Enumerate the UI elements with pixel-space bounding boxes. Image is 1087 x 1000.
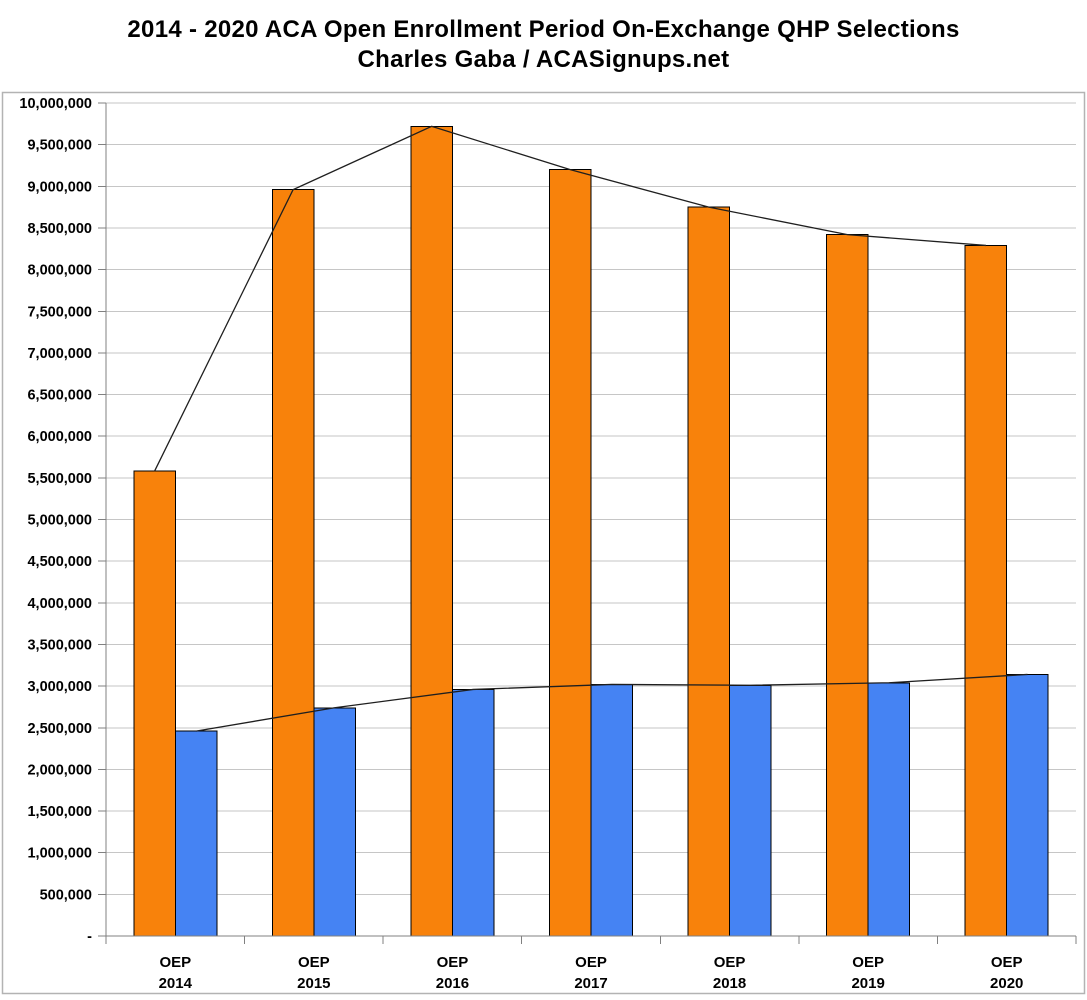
- x-axis-label-oep: OEP: [991, 954, 1023, 971]
- y-axis-tick-label: 9,500,000: [27, 138, 92, 154]
- x-axis-label-oep: OEP: [159, 954, 191, 971]
- bar-orange-bars-2019: [826, 234, 869, 937]
- x-axis-label-oep: OEP: [852, 954, 884, 971]
- bar-blue-bars-2017: [590, 683, 633, 937]
- x-axis-label-year: 2020: [990, 975, 1023, 992]
- bar-blue-bars-2014: [174, 730, 218, 937]
- x-axis-label-year: 2016: [436, 975, 469, 992]
- x-axis-label-year: 2019: [851, 975, 884, 992]
- blue-bars-trend-line: [195, 673, 1028, 732]
- y-axis-tick-label: 8,500,000: [27, 221, 92, 237]
- y-axis-tick-label: -: [87, 929, 92, 945]
- y-axis-tick-label: 4,500,000: [27, 554, 92, 570]
- orange-bars-trend-line: [153, 125, 987, 472]
- x-axis-label-year: 2014: [159, 975, 193, 992]
- y-axis-tick-label: 7,000,000: [27, 346, 92, 362]
- y-axis-tick-label: 5,500,000: [27, 471, 92, 487]
- y-axis-tick-label: 1,000,000: [27, 846, 92, 862]
- chart-subtitle: Charles Gaba / ACASignups.net: [357, 46, 730, 73]
- y-axis-tick-label: 2,500,000: [27, 721, 92, 737]
- y-axis-tick-label: 5,000,000: [27, 513, 92, 529]
- y-axis-tick-label: 3,500,000: [27, 637, 92, 653]
- bar-blue-bars-2020: [1006, 673, 1049, 937]
- title-block: 2014 - 2020 ACA Open Enrollment Period O…: [0, 15, 1087, 75]
- y-axis-tick-label: 8,000,000: [27, 263, 92, 279]
- chart-title: 2014 - 2020 ACA Open Enrollment Period O…: [127, 16, 960, 43]
- bar-blue-bars-2016: [451, 688, 495, 937]
- bar-orange-bars-2017: [549, 169, 592, 937]
- y-axis-tick-label: 2,000,000: [27, 762, 92, 778]
- bar-orange-bars-2018: [687, 206, 731, 937]
- x-axis-label-year: 2017: [574, 975, 607, 992]
- bar-orange-bars-2020: [964, 244, 1008, 937]
- x-axis-label-oep: OEP: [298, 954, 330, 971]
- y-axis-tick-label: 3,000,000: [27, 679, 92, 695]
- y-axis-tick-label: 9,000,000: [27, 179, 92, 195]
- y-axis-tick-label: 7,500,000: [27, 304, 92, 320]
- y-axis-tick-label: 4,000,000: [27, 596, 92, 612]
- y-axis-tick-label: 10,000,000: [19, 96, 92, 112]
- y-axis-tick-label: 500,000: [40, 887, 92, 903]
- y-axis-tick-label: 6,000,000: [27, 429, 92, 445]
- x-axis-label-oep: OEP: [437, 954, 469, 971]
- bar-blue-bars-2019: [867, 682, 911, 937]
- x-axis-label-year: 2015: [297, 975, 330, 992]
- bar-blue-bars-2015: [313, 707, 356, 937]
- x-axis-label-oep: OEP: [575, 954, 607, 971]
- y-axis-tick-label: 1,500,000: [27, 804, 92, 820]
- bar-orange-bars-2015: [271, 189, 315, 937]
- x-axis-label-oep: OEP: [714, 954, 746, 971]
- bar-blue-bars-2018: [729, 684, 772, 937]
- x-axis-label-year: 2018: [713, 975, 746, 992]
- bar-orange-bars-2014: [133, 470, 176, 937]
- bar-orange-bars-2016: [410, 125, 453, 937]
- y-axis-tick-label: 6,500,000: [27, 388, 92, 404]
